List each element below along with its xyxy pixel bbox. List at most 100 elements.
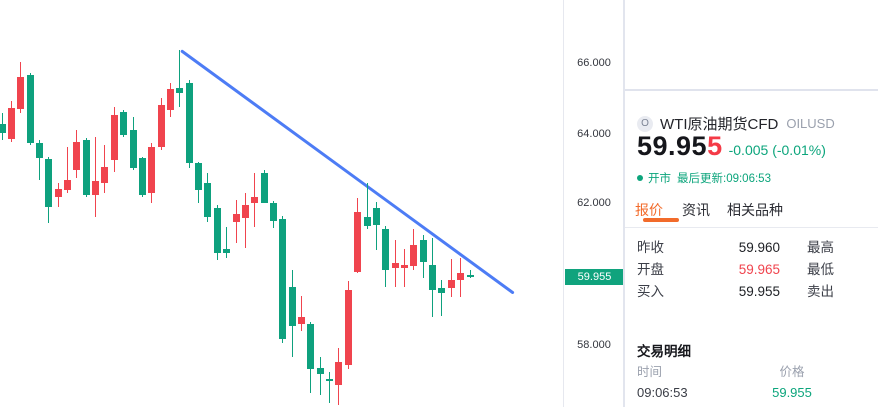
- prev-close-value: 59.960: [738, 240, 780, 255]
- candle-wick: [441, 280, 443, 317]
- candle-body: [204, 183, 212, 217]
- candle-body: [45, 158, 53, 207]
- candle-body: [35, 143, 43, 158]
- candle-body: [120, 112, 128, 136]
- trade-time: 09:06:53: [637, 385, 688, 400]
- tab-related[interactable]: 相关品种: [727, 202, 783, 218]
- quote-row-open: 开盘 59.965 最低: [625, 259, 878, 281]
- candle-body: [354, 211, 362, 272]
- candle-body: [213, 207, 221, 254]
- candle-wick: [226, 227, 228, 259]
- candle-body: [7, 108, 15, 139]
- candle-body: [269, 203, 277, 221]
- panel-top-divider: [625, 89, 878, 91]
- candle-body: [288, 287, 296, 326]
- candle-body: [17, 77, 25, 109]
- candle-body: [400, 264, 408, 269]
- candle-body: [251, 197, 259, 203]
- bid-value: 59.955: [738, 284, 780, 299]
- candle-wick: [319, 356, 321, 396]
- candle-body: [344, 290, 352, 366]
- candle-body: [26, 74, 34, 144]
- candle-body: [382, 228, 390, 270]
- candle-body: [335, 361, 343, 385]
- instrument-name: WTI原油期货CFD: [660, 116, 779, 133]
- quote-row-bid: 买入 59.955 卖出: [625, 281, 878, 303]
- axis-tick-label: 64.000: [577, 128, 611, 140]
- candlestick-chart[interactable]: [0, 0, 563, 407]
- candle-body: [166, 88, 174, 110]
- candle-wick: [375, 201, 377, 250]
- candle-body: [92, 180, 100, 195]
- candle-body: [129, 129, 137, 168]
- candle-body: [391, 262, 399, 269]
- candle-body: [466, 275, 474, 278]
- candle-body: [447, 280, 455, 289]
- quote-panel: O WTI原油期货CFD OILUSD 59.95 5 -0.005 (-0.0…: [623, 0, 878, 407]
- axis-tick-label: 66.000: [577, 57, 611, 69]
- candle-body: [82, 140, 90, 195]
- active-tab-underline: [643, 218, 679, 222]
- candle-body: [185, 82, 193, 164]
- candle-body: [316, 367, 324, 375]
- market-status-row: 开市 最后更新:09:06:53: [637, 170, 771, 186]
- candle-body: [307, 324, 315, 369]
- trade-details-header: 时间 价格: [637, 365, 805, 379]
- candle-wick: [95, 136, 97, 217]
- candle-wick: [67, 147, 69, 193]
- last-update-time: 最后更新:09:06:53: [677, 173, 771, 185]
- instrument-icon: O: [637, 115, 653, 132]
- price-change: -0.005 (-0.01%): [728, 142, 826, 158]
- candle-body: [148, 147, 156, 193]
- candle-body: [54, 189, 62, 198]
- candle-body: [298, 316, 306, 325]
- axis-tick-label: 62.000: [577, 197, 611, 209]
- axis-tick-label: 58.000: [577, 339, 611, 351]
- candle-wick: [301, 296, 303, 332]
- candle-wick: [244, 192, 246, 249]
- trade-details-title: 交易明细: [637, 344, 691, 359]
- instrument-code: OILUSD: [786, 116, 835, 131]
- candle-wick: [469, 269, 471, 279]
- quote-table: 昨收 59.960 最高 开盘 59.965 最低 买入 59.955 卖出: [625, 237, 878, 303]
- candle-body: [429, 264, 437, 291]
- candle-body: [372, 208, 380, 226]
- candle-body: [457, 273, 465, 280]
- candle-body: [326, 378, 334, 382]
- candle-body: [101, 166, 109, 184]
- tab-news[interactable]: 资讯: [682, 202, 710, 218]
- candle-wick: [38, 140, 40, 180]
- candle-body: [195, 163, 203, 191]
- open-value: 59.965: [738, 262, 780, 277]
- trade-price: 59.955: [772, 385, 812, 400]
- candle-body: [232, 213, 240, 222]
- market-open-dot-icon: [637, 175, 643, 181]
- descending-trendline[interactable]: [180, 48, 515, 295]
- price-axis[interactable]: 59.955 66.000 64.000 62.000 58.000: [563, 0, 624, 407]
- quote-row-prev-close: 昨收 59.960 最高: [625, 237, 878, 259]
- trade-details-row: 09:06:53 59.955: [625, 383, 878, 403]
- candle-body: [110, 115, 118, 160]
- candle-body: [260, 173, 268, 203]
- market-state: 开市: [648, 173, 671, 185]
- candle-body: [0, 123, 6, 133]
- candle-body: [176, 87, 184, 94]
- candle-body: [73, 142, 81, 171]
- candle-wick: [366, 183, 368, 230]
- current-price-badge: 59.955: [565, 269, 624, 285]
- last-price-tick-digit: 5: [707, 131, 723, 161]
- last-price: 59.95: [637, 131, 708, 161]
- candle-body: [223, 248, 231, 254]
- candle-body: [157, 105, 165, 147]
- candle-body: [363, 217, 371, 227]
- instrument-header: O WTI原油期货CFD OILUSD: [637, 113, 835, 134]
- candle-body: [279, 219, 287, 340]
- last-price-row: 59.95 5 -0.005 (-0.01%): [637, 131, 826, 162]
- candle-body: [64, 179, 72, 191]
- tab-quote[interactable]: 报价: [635, 200, 679, 222]
- candle-body: [410, 245, 418, 267]
- candle-wick: [450, 259, 452, 297]
- candle-wick: [329, 371, 331, 404]
- candle-body: [138, 157, 146, 195]
